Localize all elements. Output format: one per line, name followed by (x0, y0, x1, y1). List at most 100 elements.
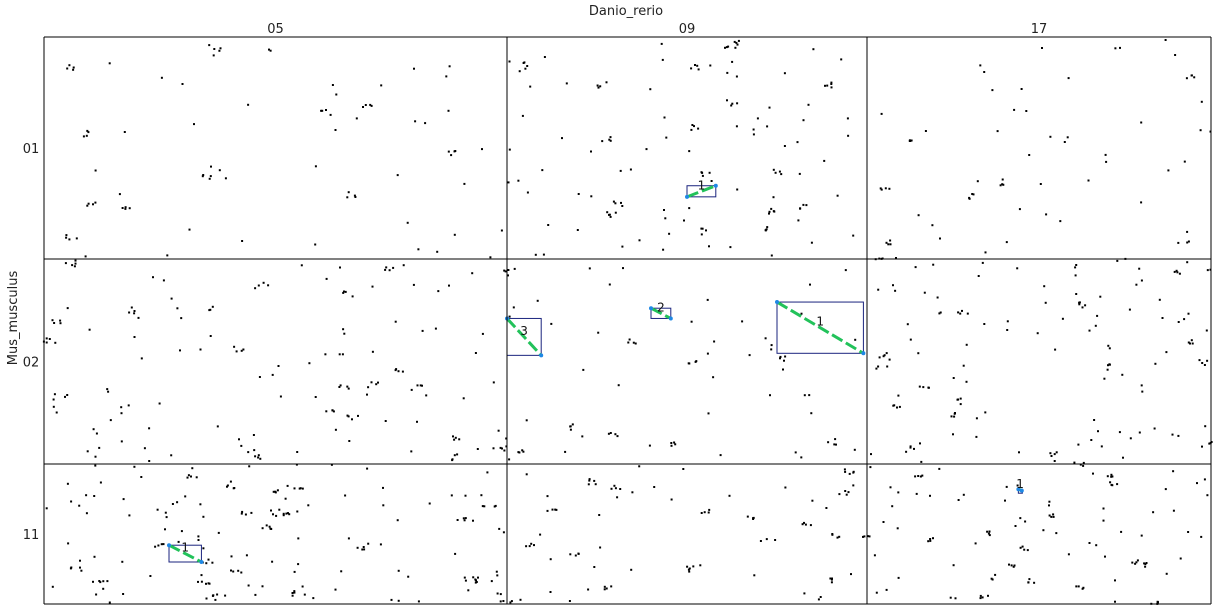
scatter-dot (84, 255, 87, 258)
scatter-dot (394, 320, 397, 323)
scatter-dot (688, 567, 691, 570)
scatter-dot (397, 599, 400, 602)
scatter-dot (1177, 241, 1180, 244)
scatter-dot (495, 570, 498, 573)
scatter-dot (297, 563, 300, 566)
scatter-dot (205, 562, 208, 565)
scatter-dot (1136, 559, 1139, 562)
scatter-dot (334, 129, 337, 131)
scatter-dot (200, 574, 203, 577)
scatter-dot (522, 450, 525, 453)
scatter-dot (177, 540, 180, 543)
scatter-dot (85, 134, 88, 137)
scatter-dot (974, 542, 977, 545)
scatter-dot (481, 332, 484, 335)
scatter-dot (507, 181, 510, 184)
scatter-dot (1050, 515, 1053, 518)
scatter-dot (496, 592, 499, 595)
scatter-dot (784, 486, 787, 489)
scatter-dot (670, 498, 673, 501)
scatter-dot (95, 593, 98, 596)
scatter-dot (92, 580, 94, 583)
scatter-dot (914, 266, 917, 269)
scatter-dot (661, 58, 664, 61)
scatter-dot (530, 542, 533, 545)
scatter-dot (525, 419, 528, 422)
scatter-dot (508, 315, 511, 318)
scatter-dot (454, 436, 457, 439)
scatter-dot (390, 598, 393, 601)
scatter-dot (687, 568, 690, 571)
scatter-dot (296, 451, 299, 453)
scatter-dot (632, 341, 635, 344)
scatter-dot (896, 527, 899, 530)
scatter-dot (631, 491, 634, 494)
scatter-dot (608, 138, 611, 141)
scatter-dot (1114, 579, 1116, 582)
scatter-dot (887, 243, 890, 246)
scatter-dot (1006, 320, 1009, 323)
scatter-dot (1121, 373, 1124, 376)
scatter-dot (93, 555, 96, 558)
scatter-dot (892, 284, 894, 287)
scatter-dot (1059, 220, 1062, 223)
scatter-dot (554, 508, 557, 511)
scatter-dot (524, 67, 527, 70)
scatter-dot (1186, 241, 1189, 244)
scatter-dot (690, 67, 693, 70)
scatter-dot (877, 288, 880, 291)
scatter-dot (648, 444, 651, 447)
scatter-dot (991, 89, 994, 92)
scatter-dot (208, 44, 211, 47)
scatter-dot (474, 578, 477, 581)
scatter-dot (927, 540, 930, 543)
scatter-dot (324, 353, 327, 356)
scatter-dot (274, 491, 277, 494)
scatter-dot (783, 72, 786, 75)
scatter-dot (668, 232, 671, 235)
scatter-dot (1206, 269, 1209, 272)
scatter-dot (122, 593, 125, 595)
scatter-dot (230, 569, 232, 572)
block-segment (168, 543, 203, 564)
scatter-dot (1111, 475, 1114, 478)
scatter-dot (156, 508, 159, 511)
scatter-dot (448, 284, 450, 287)
scatter-dot (770, 348, 773, 351)
scatter-dot (508, 458, 511, 461)
scatter-dot (1104, 555, 1106, 558)
scatter-dot (1048, 514, 1051, 517)
scatter-dot (241, 510, 244, 513)
scatter-dot (588, 478, 591, 481)
scatter-dot (55, 411, 58, 414)
scatter-dot (297, 537, 300, 540)
synteny-block: 1 (167, 541, 204, 564)
scatter-dot (850, 573, 852, 576)
scatter-dot (188, 228, 191, 231)
scatter-dot (226, 484, 229, 487)
scatter-dot (288, 513, 291, 516)
scatter-dot (1161, 317, 1164, 319)
scatter-dot (195, 476, 198, 479)
scatter-dot (987, 594, 989, 597)
scatter-dot (752, 516, 755, 519)
scatter-dot (983, 71, 986, 73)
scatter-dot (809, 524, 812, 527)
scatter-dot (371, 285, 374, 288)
scatter-dot (424, 122, 427, 125)
scatter-dot (1026, 549, 1029, 552)
scatter-dot (909, 140, 912, 142)
scatter-dot (996, 130, 999, 133)
scatter-dot (957, 311, 960, 314)
scatter-dot (152, 276, 154, 279)
scatter-dot (371, 350, 374, 353)
scatter-dot (547, 224, 550, 226)
scatter-dot (181, 83, 184, 85)
column-labels: 05 09 17 (267, 22, 1047, 37)
block-segment (686, 184, 717, 199)
scatter-dot (1052, 515, 1055, 518)
scatter-dot (1141, 390, 1144, 393)
scatter-dot (830, 86, 833, 89)
scatter-dot (541, 169, 544, 172)
scatter-dot (616, 435, 619, 438)
